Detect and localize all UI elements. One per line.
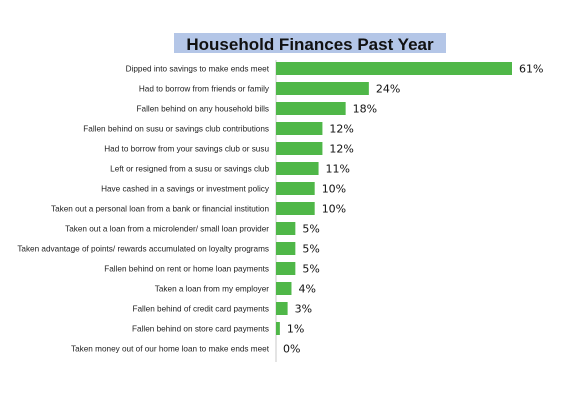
category-label: Fallen behind on susu or savings club co… — [83, 125, 269, 134]
bar — [276, 262, 296, 275]
value-label: 12% — [329, 123, 353, 136]
bar — [276, 142, 323, 155]
value-label: 61% — [519, 63, 543, 76]
value-label: 24% — [376, 83, 400, 96]
value-label: 1% — [287, 323, 304, 336]
title-highlight — [174, 33, 446, 53]
category-label: Fallen behind of credit card payments — [132, 305, 269, 314]
value-label: 18% — [353, 103, 377, 116]
value-label: 0% — [283, 343, 300, 356]
category-label: Left or resigned from a susu or savings … — [110, 165, 269, 174]
bar — [276, 162, 319, 175]
category-label: Taken out a loan from a microlender/ sma… — [65, 225, 269, 234]
value-label: 5% — [302, 223, 319, 236]
value-label: 4% — [298, 283, 315, 296]
value-label: 10% — [322, 203, 346, 216]
category-label: Had to borrow from friends or family — [139, 85, 270, 94]
bar — [276, 282, 292, 295]
bar — [276, 62, 512, 75]
category-label: Taken advantage of points/ rewards accum… — [17, 245, 269, 254]
category-label: Taken out a personal loan from a bank or… — [51, 205, 269, 214]
category-label: Taken a loan from my employer — [155, 285, 269, 294]
category-label: Fallen behind on store card payments — [132, 325, 269, 334]
bars-group: Dipped into savings to make ends meet 61%… — [17, 62, 543, 356]
bar — [276, 102, 346, 115]
category-label: Taken money out of our home loan to make… — [71, 345, 270, 354]
category-label: Fallen behind on any household bills — [137, 105, 269, 114]
value-label: 12% — [329, 143, 353, 156]
category-label: Had to borrow from your savings club or … — [104, 145, 269, 154]
value-label: 3% — [295, 303, 312, 316]
bar — [276, 222, 296, 235]
value-label: 11% — [326, 163, 350, 176]
value-label: 5% — [302, 263, 319, 276]
bar — [276, 182, 315, 195]
category-label: Fallen behind on rent or home loan payme… — [104, 265, 269, 274]
bar — [276, 82, 369, 95]
category-label: Have cashed in a savings or investment p… — [101, 185, 270, 194]
bar — [276, 242, 296, 255]
bar — [276, 122, 323, 135]
value-label: 5% — [302, 243, 319, 256]
bar — [276, 202, 315, 215]
bar — [276, 302, 288, 315]
bar — [276, 322, 280, 335]
chart-title: Household Finances Past Year — [186, 35, 434, 54]
value-label: 10% — [322, 183, 346, 196]
category-label: Dipped into savings to make ends meet — [126, 65, 270, 74]
